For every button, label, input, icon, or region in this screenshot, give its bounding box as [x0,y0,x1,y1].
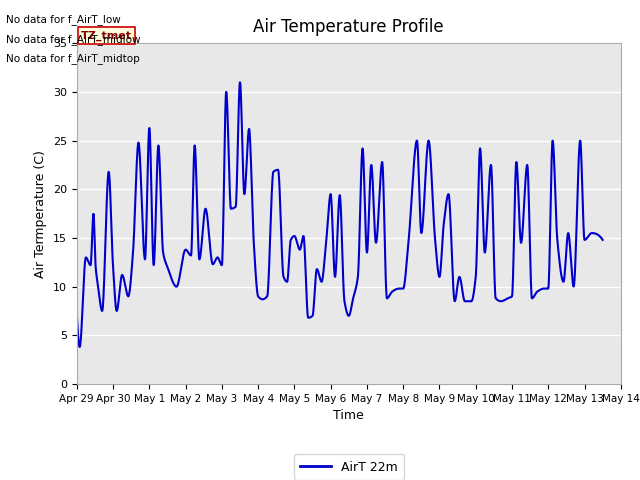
Y-axis label: Air Termperature (C): Air Termperature (C) [35,150,47,277]
Text: No data for f_AirT_low: No data for f_AirT_low [6,14,121,25]
X-axis label: Time: Time [333,409,364,422]
Text: No data for f_AirT_midtop: No data for f_AirT_midtop [6,53,140,64]
Text: No data for f_AirT_midlow: No data for f_AirT_midlow [6,34,141,45]
Title: Air Temperature Profile: Air Temperature Profile [253,18,444,36]
Text: TZ_tmet: TZ_tmet [81,30,132,41]
Legend: AirT 22m: AirT 22m [294,455,404,480]
